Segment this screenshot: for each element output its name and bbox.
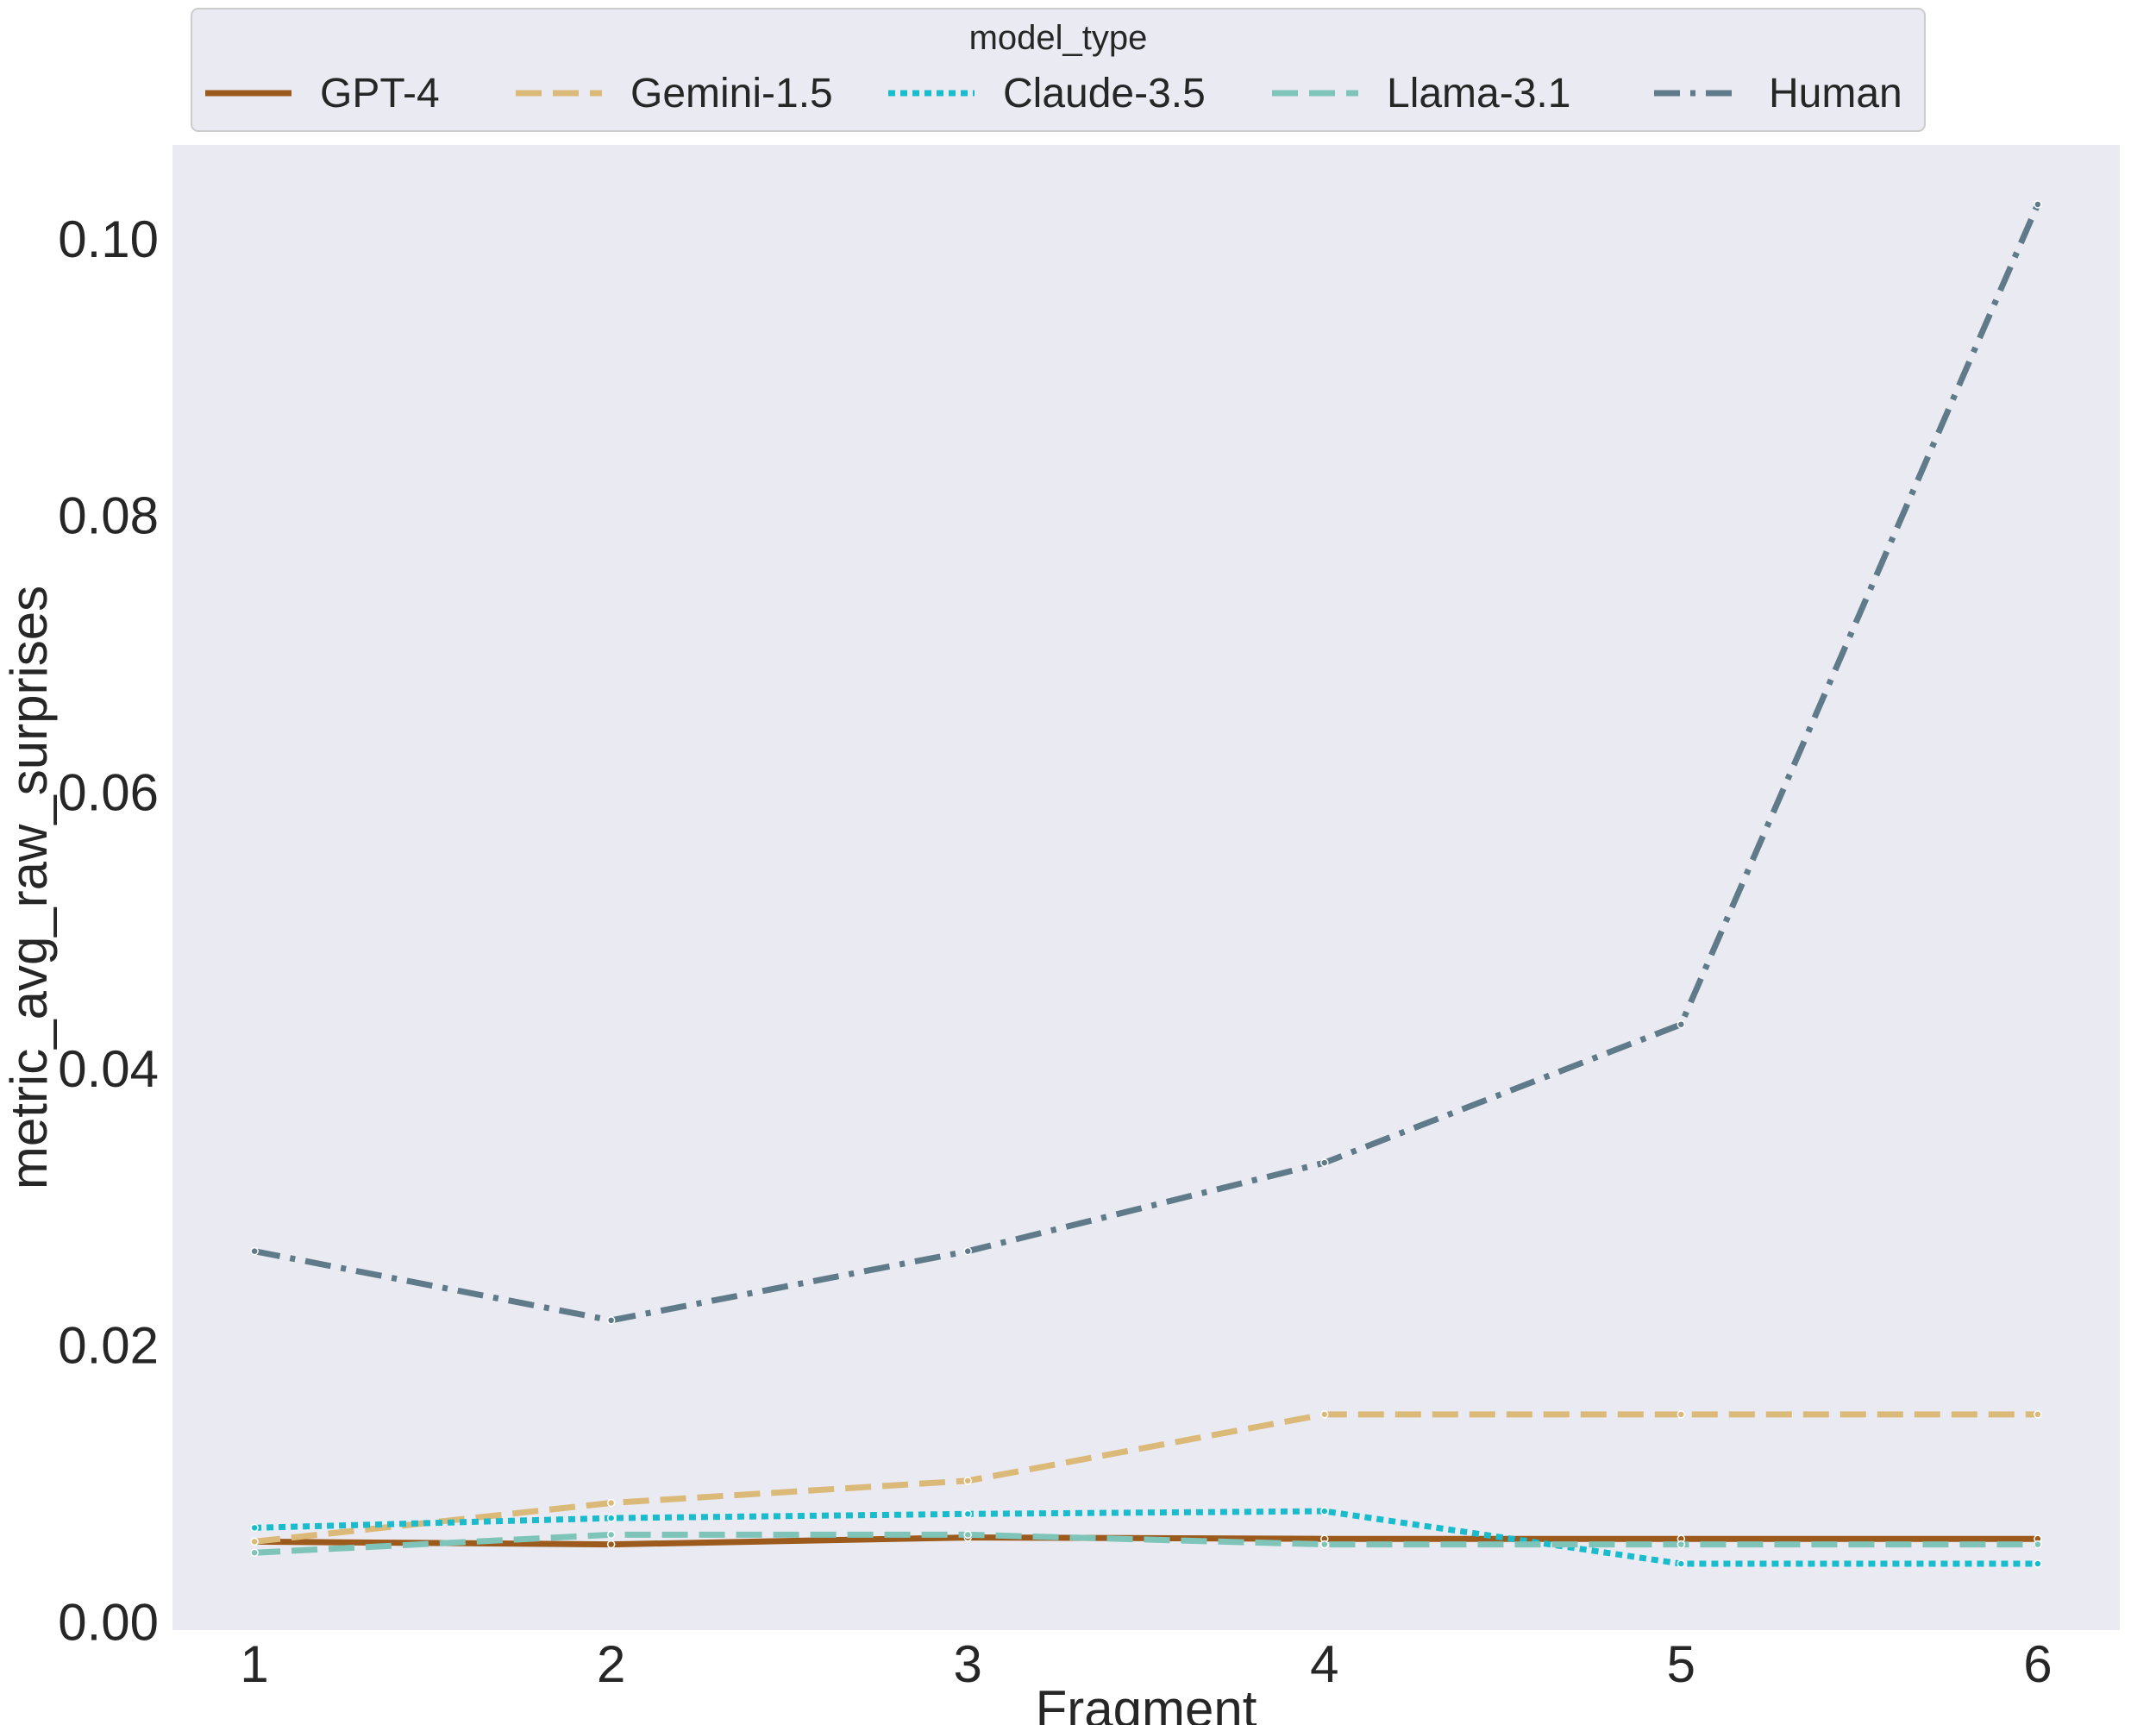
x-axis-ticks: 1 2 3 4 5 6 <box>240 1635 2052 1693</box>
data-point <box>1677 1540 1686 1549</box>
legend-label: GPT-4 <box>320 71 440 116</box>
legend-title: model_type <box>969 19 1148 57</box>
x-tick-label: 3 <box>954 1635 982 1693</box>
legend-label: Human <box>1769 71 1902 116</box>
data-point <box>606 1498 616 1508</box>
x-axis-label: Fragment <box>1036 1680 1257 1725</box>
data-point <box>2034 200 2042 209</box>
y-tick-label: 0.04 <box>58 1040 159 1098</box>
legend-label: Claude-3.5 <box>1003 71 1206 116</box>
legend-entry: Human <box>1654 71 1902 116</box>
series-line-gemini-1-5 <box>254 1411 2038 1545</box>
data-point <box>1677 1410 1686 1419</box>
legend-label: Gemini-1.5 <box>630 71 833 116</box>
x-tick-label: 5 <box>1667 1635 1695 1693</box>
data-point <box>250 1523 259 1533</box>
x-tick-label: 1 <box>240 1635 268 1693</box>
legend-entry: Gemini-1.5 <box>516 71 833 116</box>
data-point <box>963 1246 972 1256</box>
data-point <box>250 1548 259 1557</box>
legend-entry: Llama-3.1 <box>1272 71 1570 116</box>
data-point <box>606 1530 616 1540</box>
data-point <box>1320 1507 1329 1515</box>
data-point <box>963 1477 972 1485</box>
x-tick-label: 2 <box>597 1635 625 1693</box>
data-point <box>606 1316 616 1325</box>
data-point <box>963 1530 972 1540</box>
data-point <box>250 1246 259 1256</box>
data-point <box>963 1509 972 1519</box>
data-point <box>1677 1559 1686 1568</box>
y-axis-ticks: 0.00 0.02 0.04 0.06 0.08 0.10 <box>58 210 159 1651</box>
data-point <box>606 1514 616 1522</box>
data-point <box>606 1540 616 1549</box>
y-axis-label: metric_avg_raw_surprises <box>0 586 58 1189</box>
y-tick-label: 0.02 <box>58 1317 159 1375</box>
series-line-llama-3-1 <box>254 1531 2038 1556</box>
data-point <box>250 1537 259 1546</box>
data-point <box>2034 1410 2042 1419</box>
x-tick-label: 6 <box>2023 1635 2052 1693</box>
data-point <box>1677 1019 1686 1029</box>
data-point <box>1320 1158 1329 1167</box>
y-tick-label: 0.08 <box>58 487 159 545</box>
data-point <box>1320 1540 1329 1549</box>
y-tick-label: 0.06 <box>58 763 159 821</box>
plot-area <box>172 145 2120 1630</box>
data-point <box>1320 1410 1329 1419</box>
y-tick-label: 0.00 <box>58 1593 159 1651</box>
data-point <box>2034 1559 2042 1568</box>
series-line-human <box>254 203 2041 1324</box>
legend: model_type GPT-4 Gemini-1.5 Claude-3.5 Llam… <box>191 8 1926 132</box>
y-tick-label: 0.10 <box>58 210 159 268</box>
legend-items: GPT-4 Gemini-1.5 Claude-3.5 Llama-3.1 Human <box>205 71 1902 116</box>
legend-frame <box>191 8 1926 132</box>
data-point <box>2034 1540 2042 1549</box>
legend-entry: GPT-4 <box>205 71 440 116</box>
legend-entry: Claude-3.5 <box>888 71 1206 116</box>
series-layer <box>250 200 2042 1568</box>
x-tick-label: 4 <box>1310 1635 1338 1693</box>
series-line-claude-3-5 <box>254 1508 2038 1567</box>
legend-label: Llama-3.1 <box>1387 71 1570 116</box>
